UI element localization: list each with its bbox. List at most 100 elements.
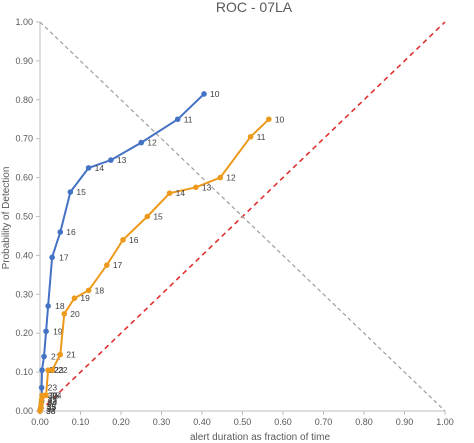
data-point bbox=[193, 184, 199, 191]
y-tick-label: 0.50 bbox=[15, 212, 33, 222]
data-point bbox=[61, 310, 68, 317]
data-label: 18 bbox=[95, 285, 105, 295]
data-point bbox=[43, 328, 49, 335]
series-layer: 3837353433302322211918171615141312111038… bbox=[37, 89, 285, 416]
data-label: 16 bbox=[66, 227, 76, 237]
data-label: 30 bbox=[48, 390, 58, 400]
data-point bbox=[108, 157, 114, 163]
x-axis-title: alert duration as fraction of time bbox=[190, 432, 331, 443]
data-label: 15 bbox=[153, 212, 163, 222]
y-tick-label: 0.40 bbox=[15, 250, 33, 260]
x-tick-label: 0.50 bbox=[234, 417, 252, 427]
data-label: 14 bbox=[176, 188, 186, 198]
y-tick-label: 0.00 bbox=[15, 406, 33, 416]
data-point bbox=[138, 139, 145, 146]
x-tick-label: 0.20 bbox=[112, 417, 130, 427]
y-axis-title: Probability of Detection bbox=[1, 167, 12, 270]
data-point bbox=[49, 367, 55, 373]
data-point bbox=[67, 189, 74, 195]
data-label: 18 bbox=[55, 301, 65, 311]
y-tick-label: 0.20 bbox=[15, 328, 33, 338]
data-label: 15 bbox=[76, 187, 86, 197]
x-tick-label: 0.00 bbox=[31, 417, 49, 427]
x-tick-label: 0.70 bbox=[315, 417, 333, 427]
data-point bbox=[45, 303, 51, 309]
data-label: 20 bbox=[70, 309, 80, 319]
chart-title: ROC - 07LA bbox=[216, 0, 293, 15]
data-label: 37 bbox=[46, 404, 56, 414]
data-point bbox=[166, 190, 173, 196]
data-label: 38 bbox=[46, 406, 56, 416]
data-point bbox=[39, 367, 45, 373]
axes: 0.00 0.10 0.20 0.30 0.40 0.50 0.60 0.70 0.80 0.90… bbox=[15, 17, 453, 427]
y-tick-label: 0.70 bbox=[15, 134, 33, 144]
data-label: 11 bbox=[184, 114, 193, 124]
y-tick-label: 1.00 bbox=[15, 17, 33, 27]
data-label: 24 bbox=[52, 390, 62, 400]
data-label: 19 bbox=[80, 293, 90, 303]
x-tick-label: 0.90 bbox=[396, 417, 414, 427]
series-orange: 3837353433302524232221201918171615141312… bbox=[37, 114, 285, 416]
data-label: 13 bbox=[117, 155, 127, 165]
data-label: 30 bbox=[48, 390, 58, 400]
x-tick-label: 0.80 bbox=[355, 417, 373, 427]
data-point bbox=[85, 287, 92, 294]
data-label: 35 bbox=[47, 402, 57, 412]
data-label: 12 bbox=[147, 138, 157, 148]
x-tick-label: 0.60 bbox=[274, 417, 292, 427]
x-tick-label: 0.40 bbox=[193, 417, 211, 427]
data-point bbox=[41, 353, 47, 360]
data-label: 21 bbox=[66, 350, 76, 360]
data-label: 37 bbox=[46, 404, 56, 414]
reference-lines bbox=[39, 21, 446, 412]
data-point bbox=[217, 174, 224, 181]
y-tick-label: 0.80 bbox=[15, 95, 33, 105]
data-label: 12 bbox=[226, 173, 236, 183]
data-label: 25 bbox=[50, 390, 60, 400]
data-label: 33 bbox=[48, 396, 58, 406]
data-point bbox=[57, 229, 64, 235]
y-tick-label: 0.60 bbox=[15, 173, 33, 183]
data-label: 17 bbox=[113, 260, 123, 270]
data-point bbox=[266, 116, 272, 123]
data-point bbox=[174, 116, 181, 123]
data-label: 34 bbox=[47, 398, 57, 408]
x-tick-label: 0.30 bbox=[153, 417, 171, 427]
data-label: 17 bbox=[59, 252, 69, 262]
data-label: 38 bbox=[46, 406, 56, 416]
data-label: 16 bbox=[129, 235, 139, 245]
data-point bbox=[85, 165, 92, 171]
x-tick-label: 1.00 bbox=[436, 417, 454, 427]
data-point bbox=[49, 254, 55, 261]
x-tick-label: 0.10 bbox=[72, 417, 90, 427]
data-label: 23 bbox=[54, 365, 64, 375]
data-label: 11 bbox=[257, 132, 266, 142]
data-point bbox=[71, 295, 78, 301]
data-point bbox=[57, 351, 64, 358]
y-tick-label: 0.30 bbox=[15, 289, 33, 299]
anti-diagonal-line bbox=[39, 21, 446, 412]
y-tick-label: 0.90 bbox=[15, 56, 33, 66]
data-label: 23 bbox=[48, 383, 58, 393]
data-label: 33 bbox=[48, 394, 58, 404]
data-label: 10 bbox=[210, 89, 220, 99]
data-point bbox=[120, 237, 126, 243]
data-point bbox=[201, 91, 207, 97]
data-label: 21 bbox=[51, 352, 61, 362]
data-point bbox=[45, 367, 51, 373]
data-point bbox=[247, 133, 254, 140]
data-label: 10 bbox=[275, 114, 285, 124]
data-point bbox=[144, 213, 151, 220]
data-label: 35 bbox=[47, 402, 57, 412]
series-orange-line bbox=[39, 118, 270, 412]
data-label: 19 bbox=[53, 326, 63, 336]
data-point bbox=[38, 384, 45, 391]
y-tick-label: 0.10 bbox=[15, 367, 33, 377]
data-label: 22 bbox=[58, 365, 68, 375]
data-label: 34 bbox=[47, 398, 57, 408]
data-point bbox=[43, 392, 49, 399]
data-label: 13 bbox=[202, 182, 212, 192]
data-point bbox=[104, 262, 110, 268]
data-label: 14 bbox=[95, 163, 105, 173]
